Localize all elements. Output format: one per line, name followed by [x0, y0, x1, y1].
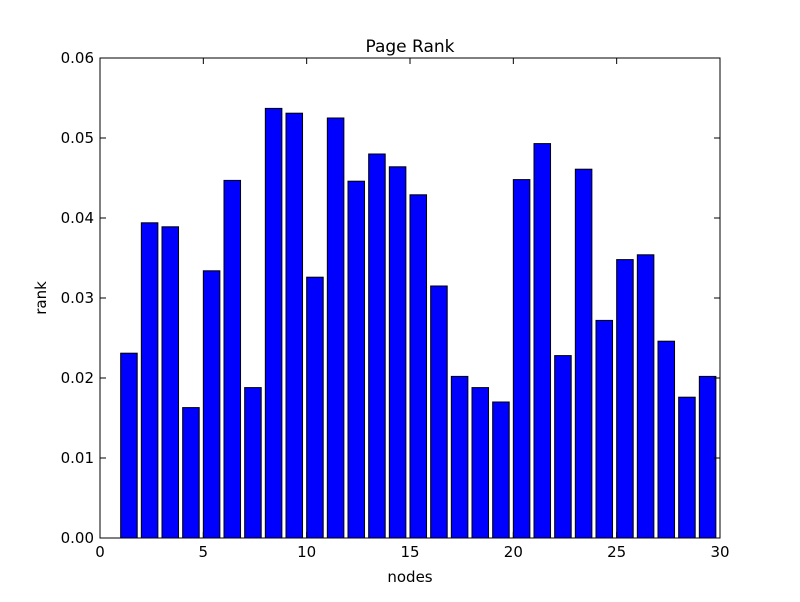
bar-node-10	[306, 276, 324, 539]
y-tick-label: 0.00	[61, 529, 94, 547]
y-tick-label: 0.03	[61, 289, 94, 307]
bar-node-7	[244, 387, 262, 539]
x-tick-label: 5	[199, 543, 209, 561]
bar-node-27	[657, 340, 676, 539]
bar-node-26	[636, 254, 655, 539]
bar-node-11	[326, 117, 345, 539]
bar-node-8	[264, 107, 283, 539]
bar-node-3	[161, 226, 180, 539]
y-tick-label: 0.05	[61, 129, 94, 147]
bar-node-14	[388, 166, 407, 539]
bar-node-19	[492, 401, 510, 539]
bar-node-2	[140, 222, 159, 539]
bar-node-15	[409, 194, 428, 539]
bar-node-12	[347, 180, 366, 539]
x-tick-label: 30	[710, 543, 729, 561]
bar-node-22	[554, 355, 572, 539]
bar-node-6	[223, 179, 242, 539]
chart-title: Page Rank	[365, 37, 454, 57]
bar-node-1	[120, 352, 138, 539]
x-tick-label: 10	[297, 543, 316, 561]
bar-node-9	[285, 112, 304, 539]
bar-node-13	[368, 153, 386, 539]
y-tick-label: 0.01	[61, 449, 94, 467]
bar-node-18	[471, 387, 490, 539]
bar-node-21	[533, 143, 552, 539]
x-tick-label: 15	[400, 543, 419, 561]
y-tick-label: 0.04	[61, 209, 94, 227]
x-tick-label: 20	[504, 543, 523, 561]
bar-node-23	[574, 168, 593, 539]
y-tick-label: 0.02	[61, 369, 94, 387]
bar-node-20	[512, 179, 531, 539]
x-tick-label: 0	[95, 543, 105, 561]
bar-node-16	[430, 285, 448, 539]
bar-node-24	[595, 319, 614, 539]
bar-node-4	[182, 407, 200, 539]
bar-node-28	[678, 396, 696, 539]
x-axis-ticks: 0 5 10 15 20 25 30	[95, 58, 730, 561]
x-axis-label: nodes	[387, 568, 432, 586]
bar-node-25	[616, 259, 634, 539]
x-tick-label: 25	[607, 543, 626, 561]
bar-node-17	[450, 375, 469, 539]
bar-node-29	[698, 375, 717, 539]
bar-node-5	[202, 270, 221, 539]
y-axis-label: rank	[32, 281, 50, 315]
y-tick-label: 0.06	[61, 49, 94, 67]
y-axis-ticks: 0.00 0.01 0.02 0.03 0.04 0.05 0.06	[61, 49, 720, 547]
bars-group	[120, 107, 717, 539]
